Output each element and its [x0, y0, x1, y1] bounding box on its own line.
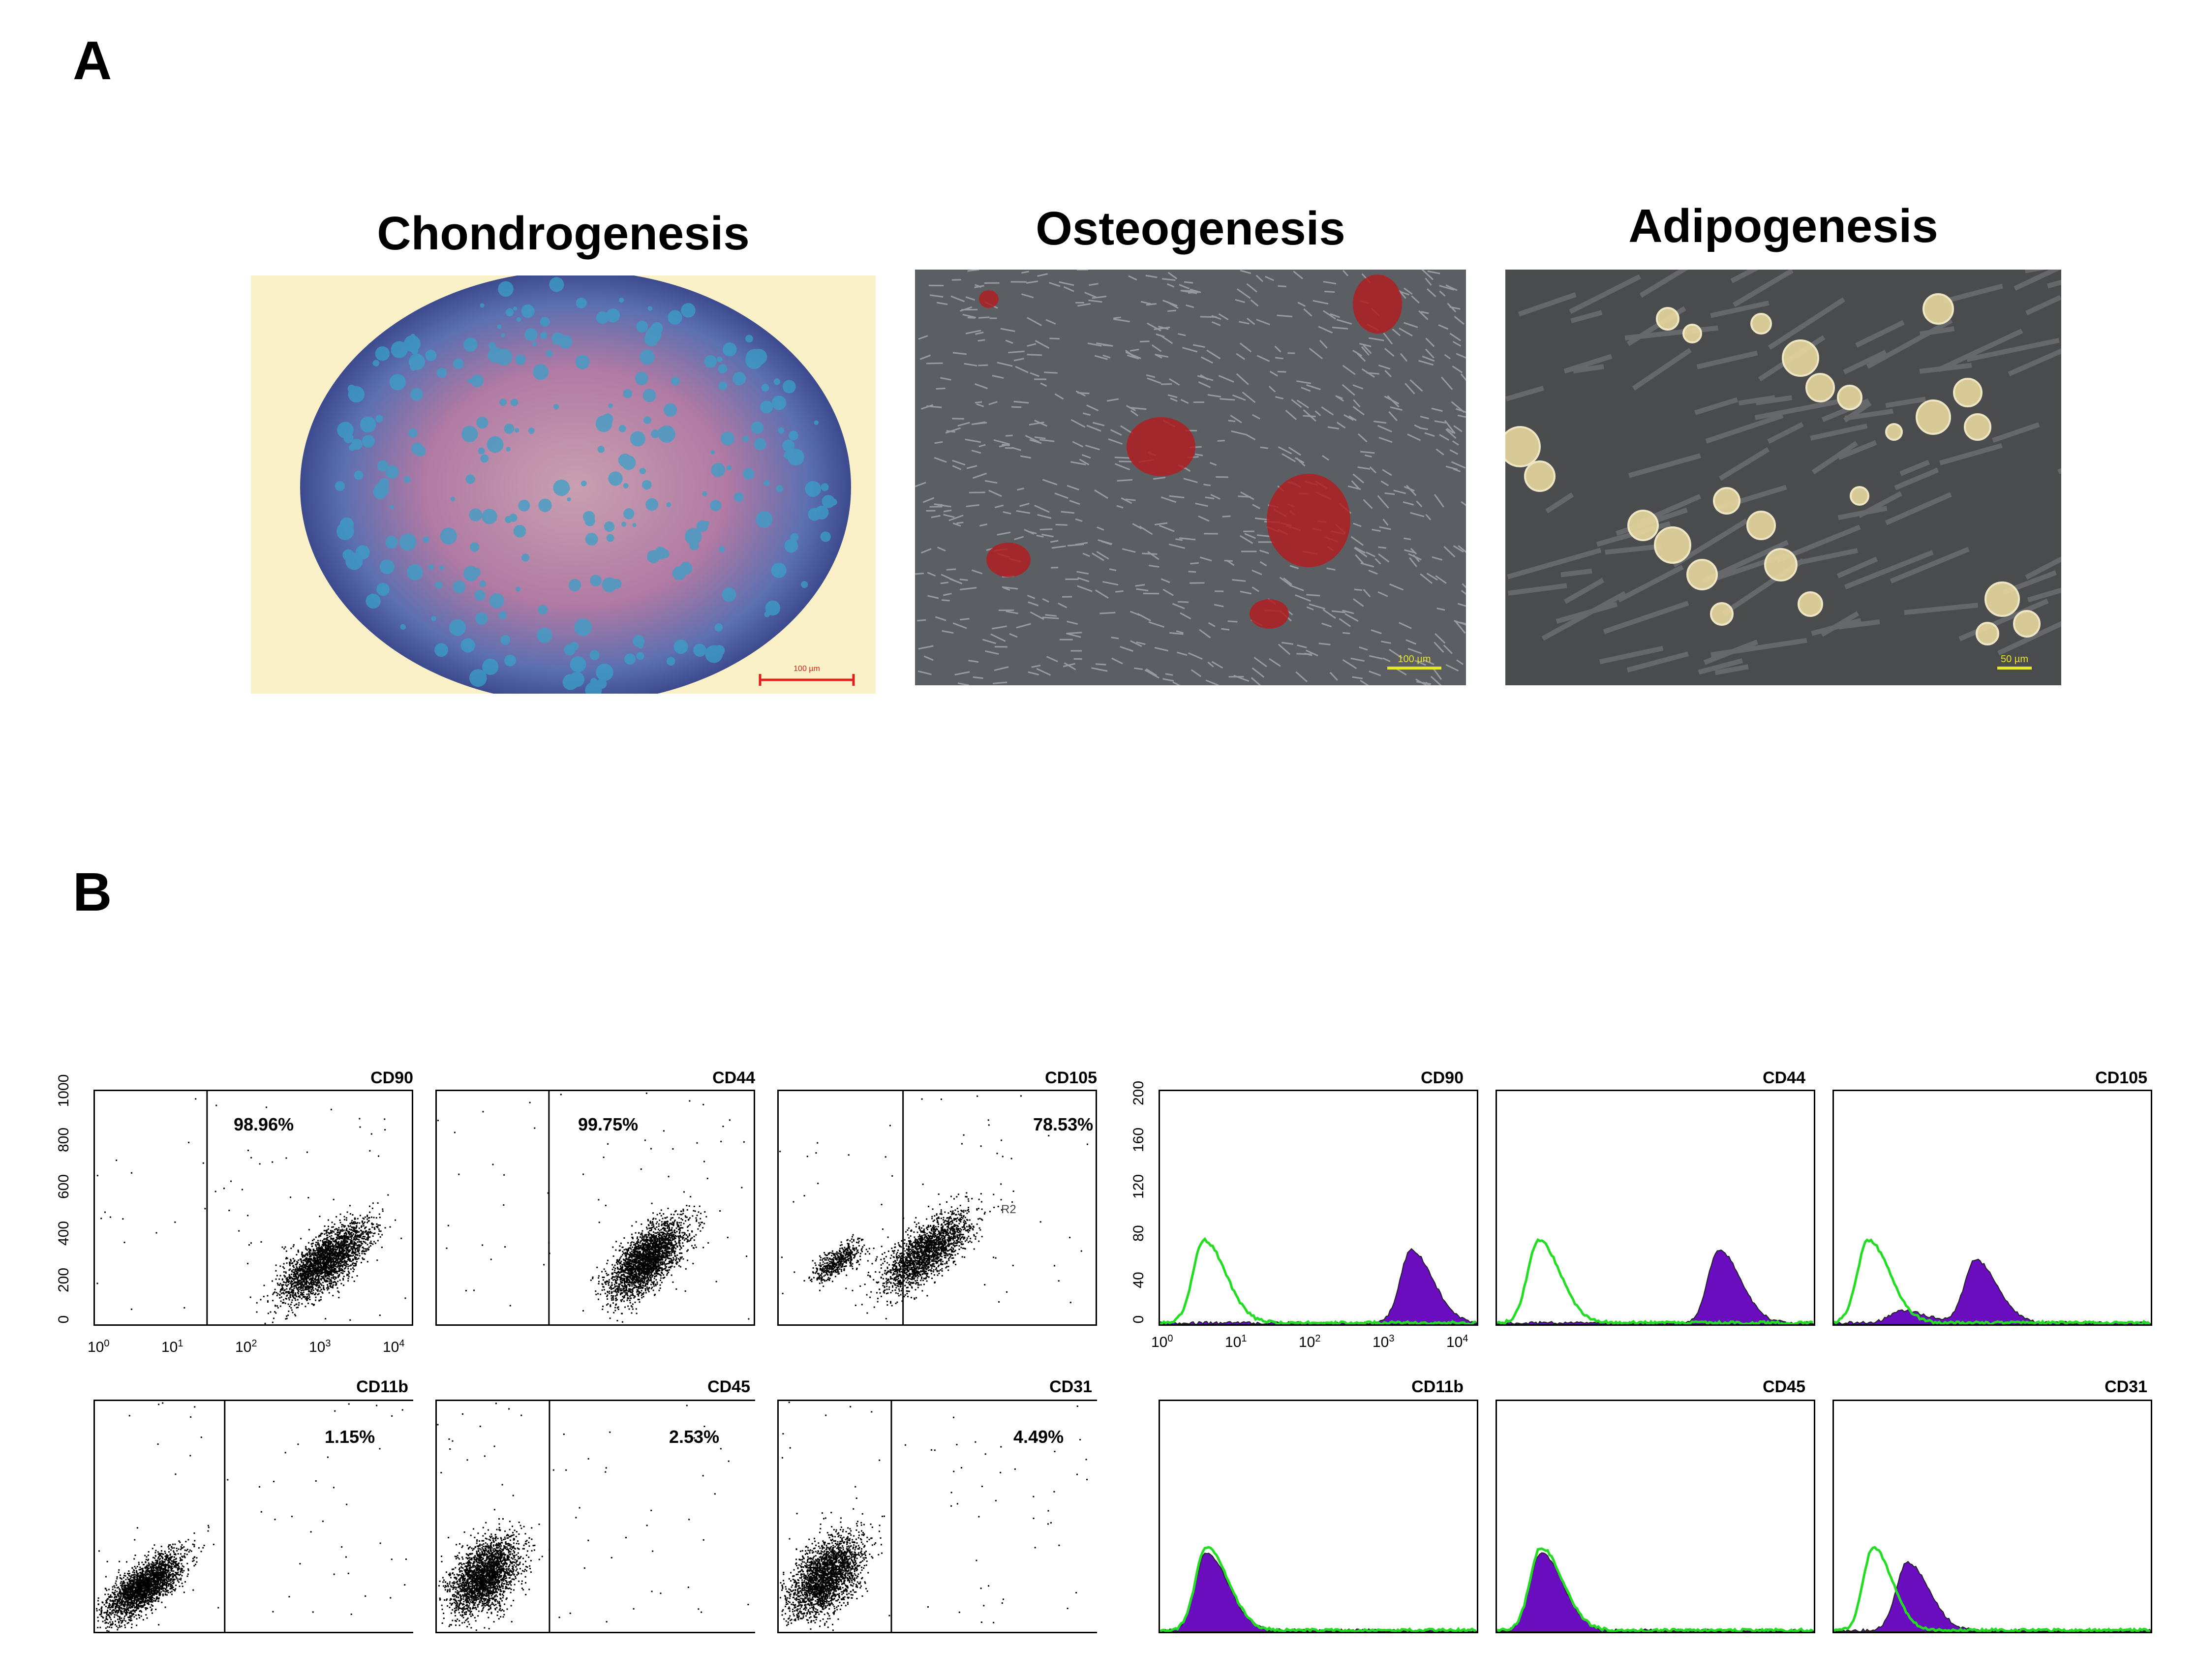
dot-plot-cd105: [777, 1090, 1097, 1326]
histogram-cd90: [1159, 1090, 1478, 1326]
svg-text:100 µm: 100 µm: [793, 665, 820, 673]
dot-plot-marker-cd45: CD45: [707, 1377, 750, 1396]
dot-x-tick: 102: [235, 1338, 257, 1355]
scale-bar: 100 µm: [759, 665, 855, 686]
adipogenesis-title: Adipogenesis: [1628, 200, 1938, 252]
dot-plot-marker-cd90: CD90: [370, 1069, 413, 1087]
hist-x-tick: 104: [1446, 1333, 1468, 1350]
histogram-marker-cd31: CD31: [2105, 1377, 2147, 1396]
dot-y-tick: 0: [56, 1315, 72, 1324]
adipogenesis-micrograph: 50 µm: [1505, 270, 2061, 685]
histogram-marker-cd44: CD44: [1763, 1069, 1805, 1087]
dot-y-tick: 800: [56, 1127, 72, 1153]
dot-y-tick: 400: [56, 1221, 72, 1246]
dot-plot-percent-cd90: 98.96%: [234, 1114, 294, 1134]
dot-y-tick: 200: [56, 1267, 72, 1293]
dot-plot-percent-cd44: 99.75%: [578, 1114, 639, 1134]
osteogenesis-title: Osteogenesis: [1036, 202, 1345, 255]
dot-plot-cd90: [93, 1090, 413, 1326]
histogram-cd44: [1495, 1090, 1815, 1326]
gate-label-r2: R2: [1001, 1203, 1016, 1216]
histogram-cd31: [1832, 1400, 2152, 1633]
hist-x-tick: 102: [1299, 1333, 1321, 1350]
panel-label-b: B: [73, 862, 112, 922]
dot-y-tick: 600: [56, 1174, 72, 1199]
dot-x-tick: 103: [309, 1338, 331, 1355]
panel-label-a: A: [73, 31, 112, 91]
scale-bar: 50 µm: [1997, 654, 2032, 670]
hist-x-tick: 103: [1373, 1333, 1395, 1350]
hist-y-tick: 40: [1130, 1272, 1147, 1288]
hist-x-tick: 101: [1225, 1333, 1247, 1350]
dot-x-tick: 104: [383, 1338, 405, 1355]
scale-bar: 100 µm: [1387, 654, 1441, 670]
dot-plot-marker-cd105: CD105: [1045, 1069, 1097, 1087]
hist-y-tick: 0: [1130, 1315, 1147, 1324]
histogram-cd105: [1832, 1090, 2152, 1326]
hist-y-tick: 80: [1130, 1225, 1147, 1242]
dot-plot-cd31: [777, 1400, 1097, 1633]
dot-plot-marker-cd44: CD44: [712, 1069, 755, 1087]
dot-plot-marker-cd31: CD31: [1049, 1377, 1092, 1396]
svg-text:100 µm: 100 µm: [1398, 654, 1431, 665]
hist-y-tick: 120: [1130, 1174, 1147, 1199]
chondrogenesis-title: Chondrogenesis: [377, 207, 750, 260]
hist-y-tick: 200: [1130, 1080, 1147, 1106]
dot-plot-percent-cd45: 2.53%: [669, 1427, 720, 1447]
dot-plot-cd44: [435, 1090, 755, 1326]
histogram-marker-cd45: CD45: [1763, 1377, 1805, 1396]
osteogenesis-micrograph: 100 µm: [915, 270, 1466, 685]
dot-plot-percent-cd11b: 1.15%: [325, 1427, 375, 1447]
dot-plot-cd45: [435, 1400, 755, 1633]
svg-text:50 µm: 50 µm: [2001, 654, 2028, 665]
hist-x-tick: 100: [1151, 1333, 1173, 1350]
histogram-cd11b: [1159, 1400, 1478, 1633]
chondrogenesis-micrograph: 100 µm: [251, 275, 876, 694]
histogram-marker-cd11b: CD11b: [1411, 1377, 1464, 1396]
dot-plot-marker-cd11b: CD11b: [356, 1377, 408, 1396]
dot-plot-percent-cd31: 4.49%: [1013, 1427, 1064, 1447]
histogram-cd45: [1495, 1400, 1815, 1633]
dot-x-tick: 100: [88, 1338, 110, 1355]
dot-y-tick: 1000: [56, 1074, 72, 1107]
histogram-marker-cd105: CD105: [2095, 1069, 2147, 1087]
hist-y-tick: 160: [1130, 1127, 1147, 1153]
histogram-marker-cd90: CD90: [1421, 1069, 1464, 1087]
dot-x-tick: 101: [161, 1338, 183, 1355]
dot-plot-percent-cd105: 78.53%: [1033, 1114, 1094, 1134]
dot-plot-cd11b: [93, 1400, 413, 1633]
